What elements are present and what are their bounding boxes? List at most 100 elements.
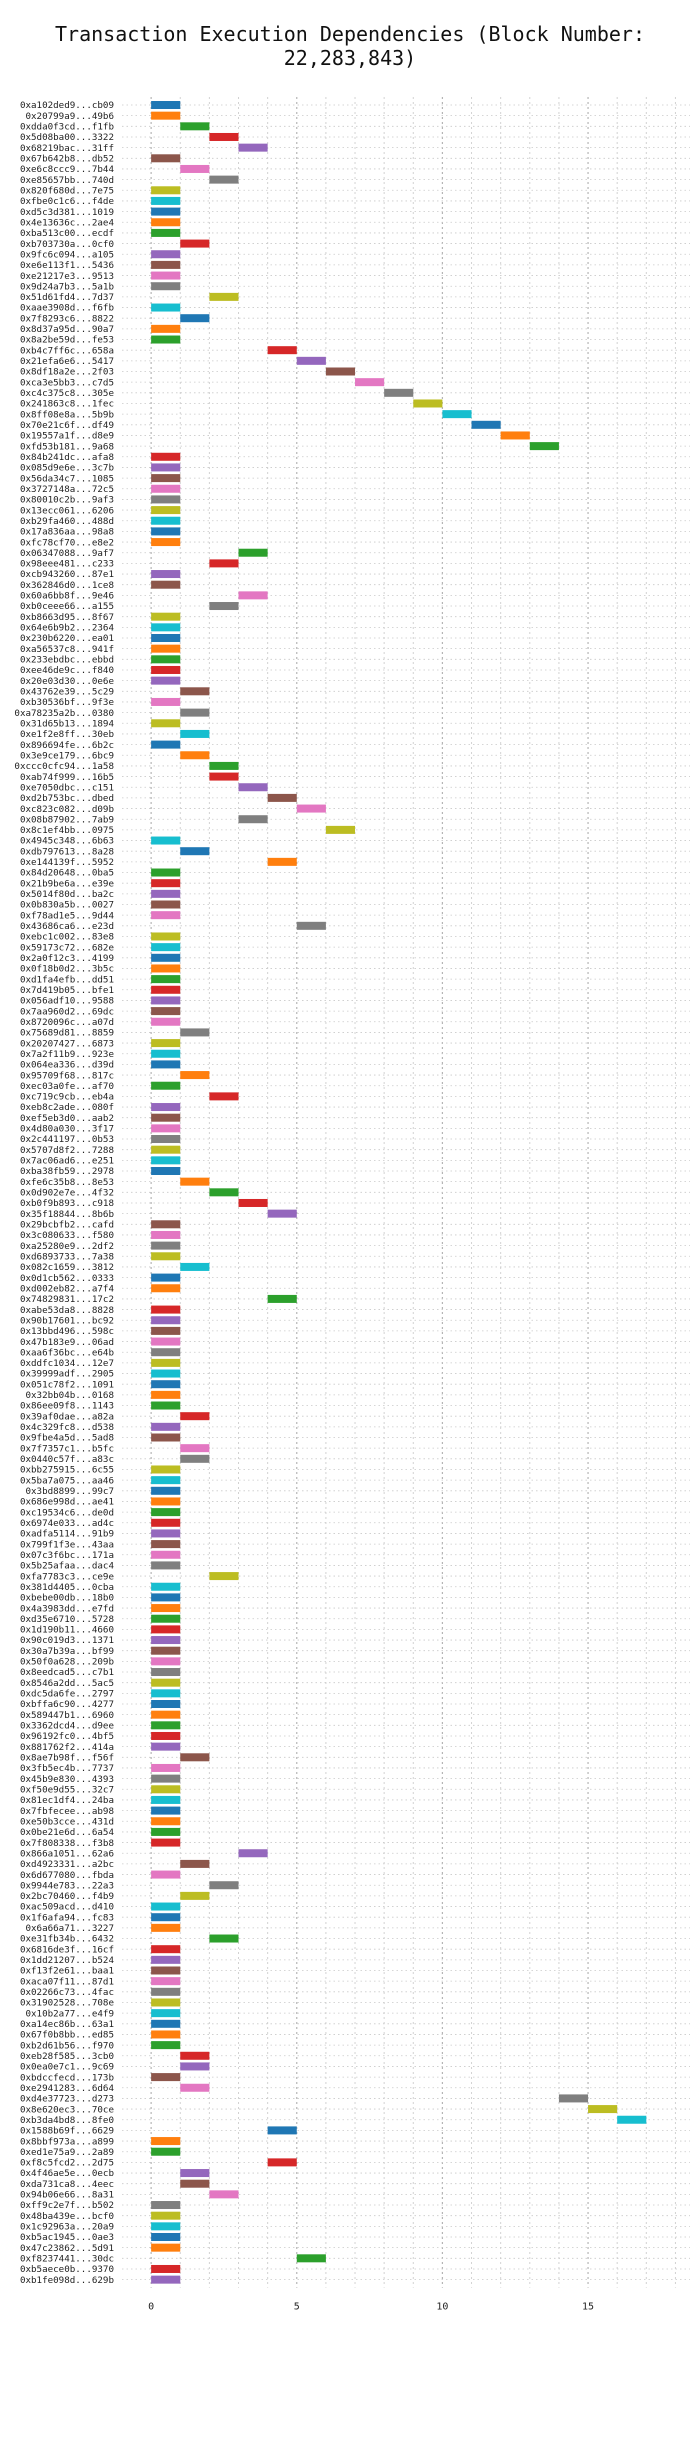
transaction-bar — [151, 1540, 181, 1549]
y-tick-label: 0x86ee09f8...1143 — [20, 1401, 114, 1412]
transaction-bar — [180, 1028, 210, 1037]
y-tick-label: 0x7a2f11b9...923e — [20, 1049, 114, 1060]
transaction-bar — [238, 143, 268, 152]
y-tick-label: 0xf8237441...30dc — [20, 2254, 114, 2265]
transaction-bar — [180, 708, 210, 717]
y-tick-label: 0x6d677080...fbda — [20, 1870, 114, 1881]
transaction-bar — [442, 410, 472, 419]
transaction-bar — [151, 1316, 181, 1325]
y-tick-label: 0x9fbe4a5d...5ad8 — [20, 1433, 114, 1444]
transaction-bar — [151, 516, 181, 525]
y-tick-label: 0x1f6afa94...fc83 — [20, 1912, 114, 1923]
y-tick-label: 0x1dd21207...b524 — [20, 1955, 115, 1966]
transaction-bar — [151, 623, 181, 632]
y-tick-label: 0xd1fa4efb...dd51 — [20, 974, 114, 985]
y-tick-label: 0x881762f2...414a — [20, 1742, 114, 1753]
y-tick-label: 0x43762e39...5c29 — [20, 687, 114, 698]
y-tick-label: 0x67f0b8bb...ed85 — [20, 2030, 114, 2041]
y-tick-label: 0xcb943260...87e1 — [20, 569, 114, 580]
transaction-bar — [238, 783, 268, 792]
transaction-bar — [151, 506, 181, 515]
transaction-bar — [151, 1678, 181, 1687]
y-tick-label: 0x2bc70460...f4b9 — [20, 1891, 114, 1902]
y-tick-label: 0x74829831...17c2 — [20, 1294, 114, 1305]
transaction-bar — [151, 1369, 181, 1378]
y-tick-label: 0xadfa5114...91b9 — [20, 1529, 114, 1540]
y-tick-label: 0xe7050dbc...c151 — [20, 782, 114, 793]
transaction-bar — [151, 186, 181, 195]
transaction-bar — [267, 793, 297, 802]
y-tick-label: 0x90c019d3...1371 — [20, 1635, 114, 1646]
y-tick-label: 0x233ebdbc...ebbd — [20, 655, 114, 666]
y-tick-label: 0xfe6c35b8...8e53 — [20, 1177, 114, 1188]
y-tick-label: 0xd2b753bc...dbed — [20, 793, 114, 804]
transaction-bar — [151, 1241, 181, 1250]
transaction-bar — [151, 1593, 181, 1602]
transaction-bar — [151, 271, 181, 280]
x-tick-labels: 0 5 10 15 — [148, 2302, 594, 2313]
y-tick-label: 0x5014f80d...ba2c — [20, 889, 114, 900]
transaction-bar — [180, 1753, 210, 1762]
y-tick-label: 0x085d9e6e...3c7b — [20, 463, 114, 474]
y-tick-label: 0xec03a0fe...af70 — [20, 1081, 114, 1092]
transaction-bar — [151, 303, 181, 312]
transaction-bar — [267, 857, 297, 866]
y-tick-label: 0xbffa6c90...4277 — [20, 1699, 114, 1710]
transaction-bar — [384, 388, 414, 397]
transaction-bar — [151, 2264, 181, 2273]
y-tick-label: 0xee46de9c...f840 — [20, 665, 114, 676]
transaction-bar — [151, 1977, 181, 1986]
y-tick-label: 0x7f7357c1...b5fc — [20, 1443, 114, 1454]
y-tick-label: 0x1c92963a...20a9 — [20, 2222, 114, 2233]
transaction-bar — [151, 1636, 181, 1645]
transaction-bar — [209, 292, 239, 301]
y-tick-label: 0xa25280e9...2df2 — [20, 1241, 114, 1252]
y-tick-label: 0x39999adf...2905 — [20, 1369, 114, 1380]
y-tick-label: 0xb2d61b56...f970 — [20, 2040, 114, 2051]
transaction-bar — [180, 1454, 210, 1463]
y-tick-label: 0xfbe0c1c6...f4de — [20, 196, 114, 207]
x-tick-label: 10 — [436, 2302, 448, 2313]
y-tick-label: 0x4e13636c...2ae4 — [20, 217, 115, 228]
y-tick-label: 0xa102ded9...cb09 — [20, 100, 114, 111]
transaction-bar — [151, 1923, 181, 1932]
y-tick-label: 0x07c3f6bc...171a — [20, 1550, 114, 1561]
y-tick-label: 0x2c441197...0b53 — [20, 1134, 114, 1145]
y-tick-label: 0x799f1f3e...43aa — [20, 1539, 114, 1550]
y-tick-label: 0x7aa960d2...69dc — [20, 1006, 114, 1017]
transaction-bar — [209, 1572, 239, 1581]
y-tick-label: 0x21b9be6a...e39e — [20, 878, 114, 889]
y-tick-label: 0x70e21c6f...df49 — [20, 420, 114, 431]
y-tick-label: 0x8c1ef4bb...0975 — [20, 825, 114, 836]
transaction-bar — [151, 463, 181, 472]
transaction-bar — [296, 921, 326, 930]
transaction-bar — [151, 985, 181, 994]
transaction-bar — [151, 1060, 181, 1069]
transaction-bar — [151, 953, 181, 962]
chart-title: Transaction Execution Dependencies (Bloc… — [54, 22, 645, 70]
transaction-bar — [151, 484, 181, 493]
transaction-bar — [180, 1071, 210, 1080]
y-tick-label: 0xbb275915...6c55 — [20, 1465, 114, 1476]
y-tick-label: 0x820f680d...7e75 — [20, 185, 114, 196]
y-tick-label: 0x06347088...9af7 — [20, 548, 114, 559]
transaction-bar — [151, 154, 181, 163]
y-tick-label: 0x9944e783...22a3 — [20, 1880, 114, 1891]
y-tick-label: 0xd4e37723...d273 — [20, 2094, 114, 2105]
transaction-bar — [151, 2211, 181, 2220]
transaction-bar — [325, 367, 356, 376]
y-tick-label: 0x81ec1df4...24ba — [20, 1795, 114, 1806]
transaction-bar — [151, 1721, 181, 1730]
y-tick-label: 0x8a2be59d...fe53 — [20, 335, 114, 346]
y-tick-label: 0x56da34c7...1085 — [20, 473, 114, 484]
transaction-bar — [151, 250, 181, 259]
transaction-bar — [296, 804, 326, 813]
transaction-bar — [558, 2094, 589, 2103]
y-tick-label: 0xbebe00db...18b0 — [20, 1593, 114, 1604]
transaction-bar — [151, 1497, 181, 1506]
y-tick-label: 0xe50b3cce...431d — [20, 1816, 114, 1827]
y-tick-label: 0xf13f2e61...baa1 — [20, 1966, 114, 1977]
y-tick-label: 0xebc1c002...83e8 — [20, 932, 114, 943]
y-tick-label: 0x3362dcd4...d9ee — [20, 1721, 114, 1732]
